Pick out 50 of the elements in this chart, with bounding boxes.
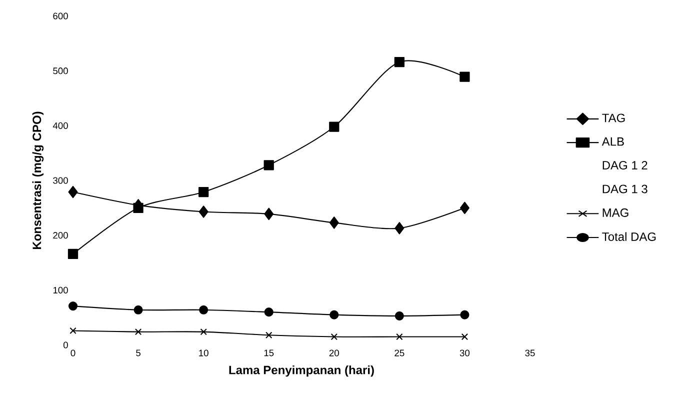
y-tick-label: 100 [53,286,68,294]
point [460,72,470,82]
point [133,202,144,213]
point [198,206,208,218]
point [70,327,76,334]
point [68,186,78,198]
y-axis-title: Konsentrasi (mg/g CPO) [32,112,44,250]
point [264,308,274,317]
legend-label: TAG [602,114,625,122]
legend-label: Total DAG [602,232,656,241]
y-tick-label: 0 [63,342,68,348]
point [134,328,142,336]
y-tick-label: 300 [53,177,68,184]
x-tick-label: 20 [329,350,339,356]
y-tick-label: 400 [52,122,68,129]
x-tick-label: 5 [136,350,140,356]
text: DAG 1 2 [602,161,648,170]
point [134,305,143,314]
point [394,222,404,234]
point [394,56,404,68]
point [330,310,339,320]
legend-label: MAG [602,208,628,217]
point [264,208,274,220]
point [329,216,339,229]
x-tick-label: 10 [199,350,208,356]
point [198,186,209,198]
point [330,333,338,340]
point [461,333,468,340]
y-tick-label: 600 [53,12,68,20]
x-tick-label: 25 [394,350,404,356]
y-tick-label: 200 [53,232,68,239]
text: DAG 1 3 [602,184,648,194]
x-tick-label: 35 [525,350,535,356]
point [264,160,274,170]
point [460,310,470,320]
point [394,311,404,320]
legend-label: ALB [602,137,624,146]
x-tick-label: 15 [264,350,274,356]
point [199,305,208,314]
x-axis-title: Lama Penyimpanan (hari) [229,365,374,377]
point [200,328,207,336]
point [68,302,78,311]
x-tick-label: 30 [460,350,470,356]
point [265,332,272,338]
y-tick-label: 500 [53,68,68,74]
point [460,202,470,214]
point [396,333,403,340]
x-tick-label: 0 [70,350,76,356]
point [68,248,78,260]
point [329,122,340,132]
